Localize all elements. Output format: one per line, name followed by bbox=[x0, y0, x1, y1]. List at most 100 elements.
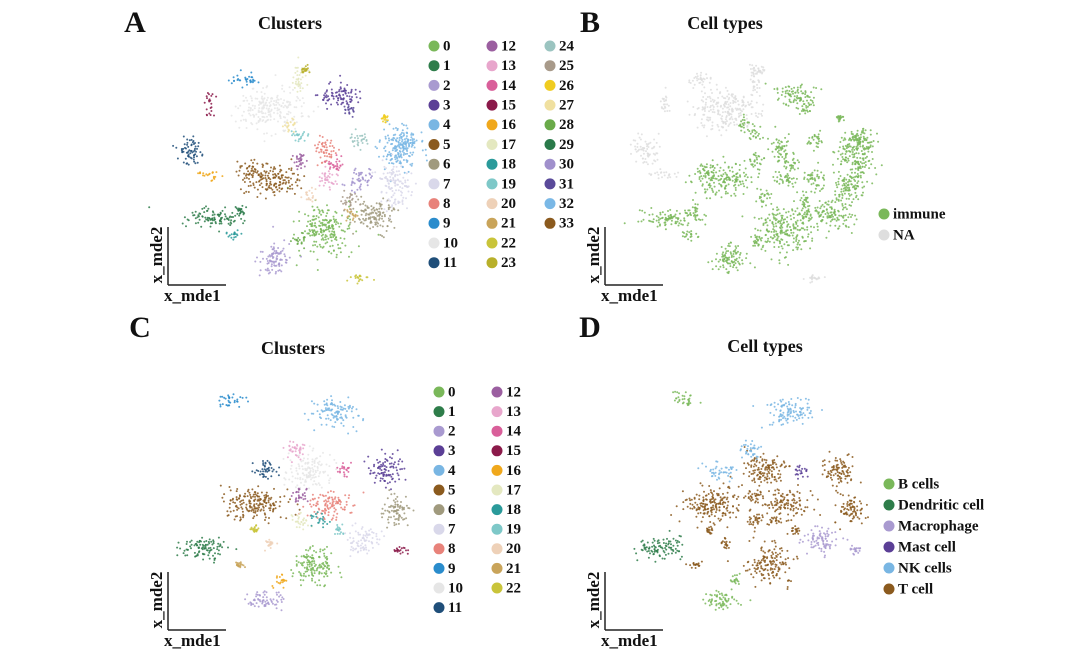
cell-point bbox=[286, 488, 289, 491]
cell-point bbox=[347, 407, 350, 410]
cell-point bbox=[383, 165, 386, 168]
cell-point bbox=[324, 229, 327, 231]
cell-point bbox=[259, 250, 262, 253]
cell-point bbox=[276, 188, 279, 191]
cell-point bbox=[190, 144, 193, 147]
cell-point bbox=[300, 135, 303, 138]
cell-point bbox=[734, 96, 737, 99]
cell-point bbox=[221, 546, 224, 549]
cell-point bbox=[797, 241, 800, 244]
cell-point bbox=[282, 102, 285, 105]
cell-point bbox=[409, 163, 412, 166]
cell-point bbox=[715, 265, 718, 268]
cell-point bbox=[391, 172, 394, 175]
cell-point bbox=[781, 147, 784, 149]
cell-point bbox=[787, 104, 790, 107]
cell-point bbox=[646, 163, 649, 166]
cell-point bbox=[352, 217, 355, 220]
cell-point bbox=[779, 178, 782, 181]
cell-point bbox=[785, 180, 788, 182]
cell-point bbox=[313, 569, 316, 572]
cell-point bbox=[778, 159, 781, 162]
cell-point bbox=[306, 194, 309, 197]
cell-point bbox=[793, 162, 796, 165]
cell-point bbox=[228, 216, 231, 219]
cell-point bbox=[333, 426, 336, 428]
cell-point bbox=[240, 119, 242, 122]
cell-point bbox=[338, 225, 341, 228]
cell-point bbox=[821, 187, 824, 190]
cell-point bbox=[283, 495, 286, 498]
cell-point bbox=[257, 111, 260, 113]
cell-point bbox=[845, 185, 848, 188]
legend-swatch bbox=[544, 119, 556, 131]
cell-point bbox=[270, 265, 273, 268]
cell-point bbox=[666, 110, 669, 112]
cell-point bbox=[772, 225, 775, 228]
cell-point bbox=[232, 76, 235, 79]
cell-point bbox=[248, 177, 250, 180]
cell-point bbox=[774, 125, 777, 128]
cell-point bbox=[272, 507, 275, 510]
cell-point bbox=[346, 209, 349, 212]
cell-point bbox=[272, 177, 275, 179]
cell-point bbox=[292, 220, 295, 223]
cell-point bbox=[855, 194, 858, 197]
cell-point bbox=[357, 144, 360, 147]
cell-point bbox=[812, 96, 815, 99]
cell-point bbox=[221, 216, 223, 219]
cell-point bbox=[199, 543, 202, 546]
cell-point bbox=[773, 229, 776, 232]
cell-point bbox=[335, 236, 337, 239]
cell-point bbox=[736, 269, 739, 272]
cell-point bbox=[369, 173, 372, 176]
cell-point bbox=[804, 91, 807, 94]
cell-point bbox=[203, 101, 206, 104]
cell-point bbox=[300, 187, 303, 190]
cell-point bbox=[273, 194, 276, 197]
cell-point bbox=[390, 488, 392, 491]
cell-point bbox=[250, 97, 253, 100]
cell-point bbox=[335, 95, 338, 97]
cell-point bbox=[388, 481, 391, 484]
cell-point bbox=[770, 142, 773, 145]
cell-point bbox=[324, 92, 327, 95]
cell-point bbox=[236, 498, 239, 501]
cell-point bbox=[700, 118, 703, 121]
cell-point bbox=[384, 135, 387, 138]
cell-point bbox=[227, 514, 230, 517]
cell-point bbox=[664, 95, 667, 98]
cell-point bbox=[399, 468, 402, 471]
cell-point bbox=[267, 499, 270, 502]
cell-point bbox=[814, 209, 817, 212]
cell-point bbox=[797, 107, 800, 110]
cell-point bbox=[382, 155, 385, 158]
cell-point bbox=[294, 127, 297, 130]
cell-point bbox=[862, 131, 865, 134]
cell-point bbox=[684, 235, 687, 238]
cell-point bbox=[382, 236, 385, 239]
cell-point bbox=[795, 96, 798, 99]
cell-point bbox=[635, 160, 638, 163]
cell-point bbox=[294, 513, 297, 516]
cell-point bbox=[851, 153, 854, 156]
cell-point bbox=[736, 123, 738, 126]
cell-point bbox=[659, 168, 662, 171]
cell-point bbox=[646, 145, 648, 148]
cell-point bbox=[753, 154, 756, 156]
cell-point bbox=[193, 160, 196, 163]
cell-point bbox=[378, 538, 381, 541]
legend-swatch bbox=[428, 119, 440, 131]
cell-point bbox=[858, 142, 861, 145]
cell-point bbox=[303, 175, 306, 178]
cell-point bbox=[398, 162, 401, 165]
cell-point bbox=[793, 226, 796, 229]
cell-point bbox=[359, 173, 362, 176]
cell-point bbox=[301, 162, 304, 164]
cell-point bbox=[348, 406, 351, 409]
cell-point bbox=[391, 149, 394, 152]
cell-point bbox=[780, 245, 783, 248]
cell-point bbox=[292, 132, 295, 135]
cell-point bbox=[669, 176, 672, 179]
cell-point bbox=[686, 230, 689, 233]
